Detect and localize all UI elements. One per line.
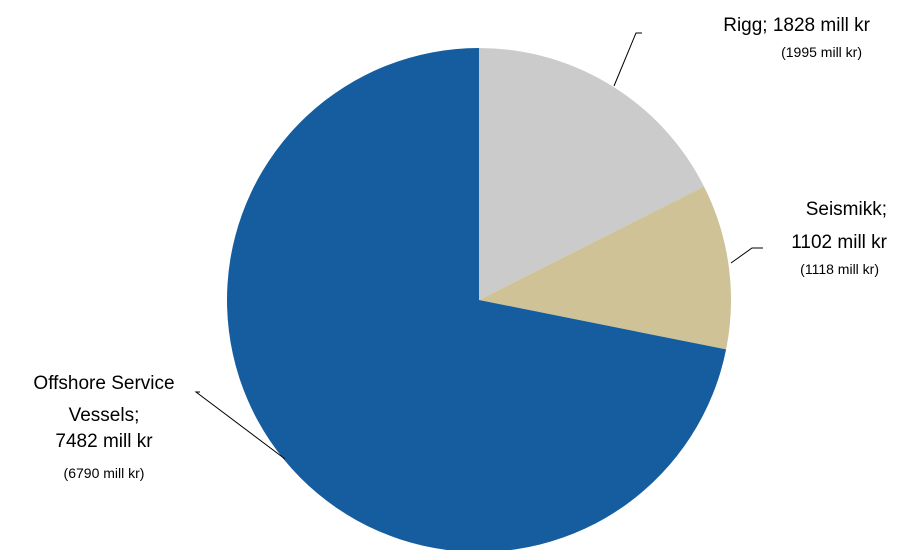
slice-label-rigg-line-1: Rigg; 1828 mill kr <box>723 15 870 36</box>
leader-line-rigg <box>613 32 642 87</box>
slice-label-seismikk-line-2: 1102 mill kr <box>791 232 887 253</box>
slice-label-seismikk-line-1: Seismikk; <box>806 199 887 220</box>
pie-labels: Rigg; 1828 mill kr (1995 mill kr) Seismikk… <box>33 15 887 481</box>
pie-slice-seismikk <box>479 186 732 350</box>
leader-line-seismikk <box>730 247 763 264</box>
slice-sublabel-seismikk: (1118 mill kr) <box>800 261 879 277</box>
pie-slices <box>227 48 732 550</box>
slice-label-offshore-service-vessels-line-3: 7482 mill kr <box>55 431 153 452</box>
slice-sublabel-offshore-service-vessels: (6790 mill kr) <box>64 465 145 481</box>
slice-label-offshore-service-vessels-line-2: Vessels; <box>69 405 140 426</box>
leader-lines <box>194 32 763 460</box>
pie-slice-rigg <box>479 48 704 300</box>
leader-line-offshore-service-vessels <box>194 391 286 460</box>
pie-slice-offshore-service-vessels <box>227 48 727 550</box>
slice-sublabel-rigg: (1995 mill kr) <box>781 44 862 60</box>
slice-label-offshore-service-vessels-line-1: Offshore Service <box>33 373 174 394</box>
